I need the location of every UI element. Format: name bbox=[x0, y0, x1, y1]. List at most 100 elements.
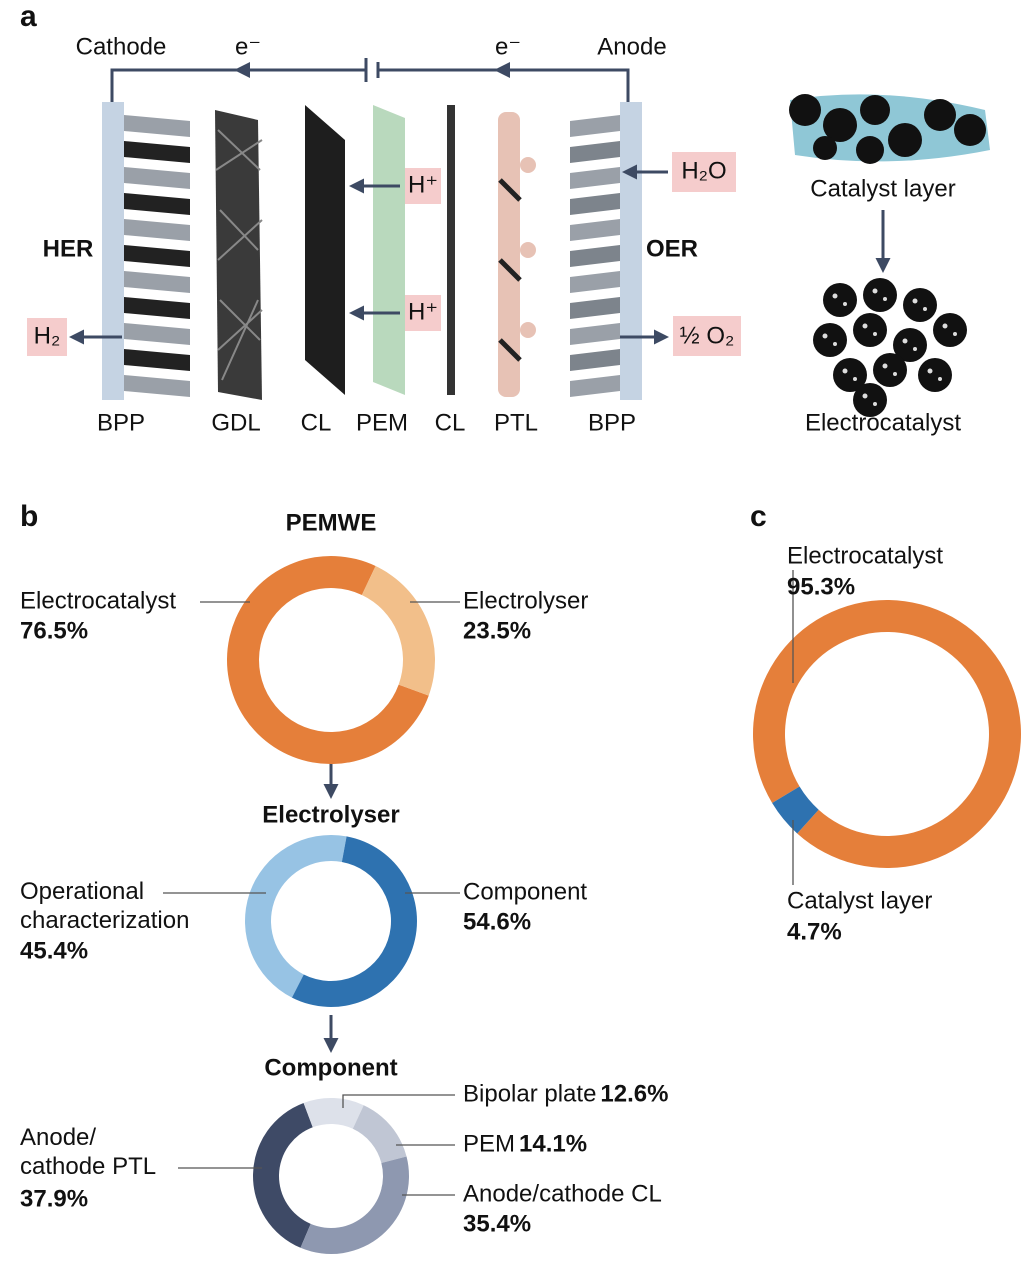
value-label: 23.5% bbox=[463, 617, 531, 644]
sphere-dot bbox=[873, 332, 877, 336]
box bbox=[672, 152, 736, 192]
layer-label: CL bbox=[435, 409, 466, 436]
chart-title: Component bbox=[264, 1054, 397, 1081]
sphere-dot bbox=[822, 333, 828, 339]
donut-segment bbox=[361, 566, 435, 696]
fin bbox=[570, 115, 620, 137]
fin bbox=[124, 375, 190, 397]
sphere bbox=[853, 383, 887, 417]
sphere-dot bbox=[883, 297, 887, 301]
sphere-dot bbox=[882, 363, 888, 369]
catalyst-layer-image bbox=[789, 94, 990, 164]
label: Cathode bbox=[76, 33, 167, 60]
sphere-dot bbox=[862, 323, 868, 329]
value-label: 45.4% bbox=[20, 937, 88, 964]
fin bbox=[124, 219, 190, 241]
layer-label: PEM bbox=[356, 409, 408, 436]
fin bbox=[570, 375, 620, 397]
fin bbox=[570, 245, 620, 267]
label: e⁻ bbox=[235, 33, 261, 60]
label: H₂O bbox=[681, 157, 726, 184]
sphere-dot bbox=[913, 347, 917, 351]
layer-label: BPP bbox=[97, 409, 145, 436]
category-label: Anode/cathode PTL bbox=[20, 1124, 156, 1180]
layer-label: BPP bbox=[588, 409, 636, 436]
label: H⁺ bbox=[408, 171, 438, 198]
category-label: Electrocatalyst bbox=[20, 587, 176, 614]
category-label: Component bbox=[463, 878, 587, 905]
fin bbox=[124, 245, 190, 267]
sphere bbox=[813, 323, 847, 357]
label: HER bbox=[43, 235, 94, 262]
layer-label: GDL bbox=[211, 409, 260, 436]
label: e⁻ bbox=[495, 33, 521, 60]
electrocatalyst-image bbox=[813, 278, 967, 417]
chart-title: Electrolyser bbox=[262, 801, 399, 828]
category-label: Operational characterization bbox=[20, 878, 189, 934]
donut-segment bbox=[772, 786, 819, 834]
label: OER bbox=[646, 235, 698, 262]
fin bbox=[124, 167, 190, 189]
sphere-dot bbox=[853, 377, 857, 381]
sphere-dot bbox=[902, 338, 908, 344]
anode-cl bbox=[447, 105, 455, 395]
category-label: Anode/cathode CL bbox=[463, 1180, 662, 1207]
sphere bbox=[823, 283, 857, 317]
panel-label: b bbox=[20, 500, 38, 533]
category-label: Bipolar plate bbox=[463, 1080, 596, 1107]
sphere-dot bbox=[927, 368, 933, 374]
label: H⁺ bbox=[408, 298, 438, 325]
sphere-dot bbox=[938, 377, 942, 381]
donut-segment bbox=[300, 1156, 409, 1254]
box bbox=[27, 318, 67, 356]
value-label: 54.6% bbox=[463, 908, 531, 935]
category-label: PEM bbox=[463, 1130, 515, 1157]
box bbox=[405, 295, 441, 331]
sphere-dot bbox=[923, 307, 927, 311]
ptl bbox=[498, 112, 536, 397]
fin bbox=[124, 193, 190, 215]
gdl bbox=[215, 110, 263, 400]
box bbox=[673, 316, 741, 356]
fin bbox=[124, 349, 190, 371]
sphere-dot bbox=[942, 323, 948, 329]
fin bbox=[124, 271, 190, 293]
sphere-dot bbox=[832, 293, 838, 299]
leader-line bbox=[342, 1094, 455, 1108]
fin bbox=[570, 349, 620, 371]
donut-segment bbox=[244, 835, 347, 998]
label: ½ O₂ bbox=[680, 322, 735, 349]
panel-label: a bbox=[20, 0, 37, 33]
label: Electrocatalyst bbox=[805, 409, 961, 436]
cathode-cl bbox=[305, 105, 345, 395]
sphere-dot bbox=[953, 332, 957, 336]
fin bbox=[570, 167, 620, 189]
sphere-dot bbox=[893, 372, 897, 376]
sphere-dot bbox=[843, 302, 847, 306]
label: H₂ bbox=[34, 322, 61, 349]
sphere-dot bbox=[842, 368, 848, 374]
fin bbox=[124, 323, 190, 345]
value-label: 35.4% bbox=[463, 1210, 531, 1237]
value-label: 76.5% bbox=[20, 617, 88, 644]
sphere bbox=[893, 328, 927, 362]
sphere bbox=[833, 358, 867, 392]
label: Anode bbox=[597, 33, 666, 60]
pem bbox=[373, 105, 405, 395]
category-label: Electrocatalyst bbox=[787, 542, 943, 569]
donut-segment bbox=[253, 1102, 313, 1248]
donut-segment bbox=[303, 1098, 364, 1129]
sphere bbox=[933, 313, 967, 347]
bipolar-plates bbox=[102, 102, 642, 400]
value-label: 14.1% bbox=[519, 1130, 587, 1157]
donut-segment bbox=[227, 556, 429, 764]
sphere bbox=[873, 353, 907, 387]
value-label: 37.9% bbox=[20, 1185, 88, 1212]
layer-label: CL bbox=[301, 409, 332, 436]
category-label: Catalyst layer bbox=[787, 887, 932, 914]
sphere bbox=[853, 313, 887, 347]
sphere-dot bbox=[872, 288, 878, 294]
chart-title: PEMWE bbox=[286, 509, 377, 536]
fin bbox=[570, 141, 620, 163]
